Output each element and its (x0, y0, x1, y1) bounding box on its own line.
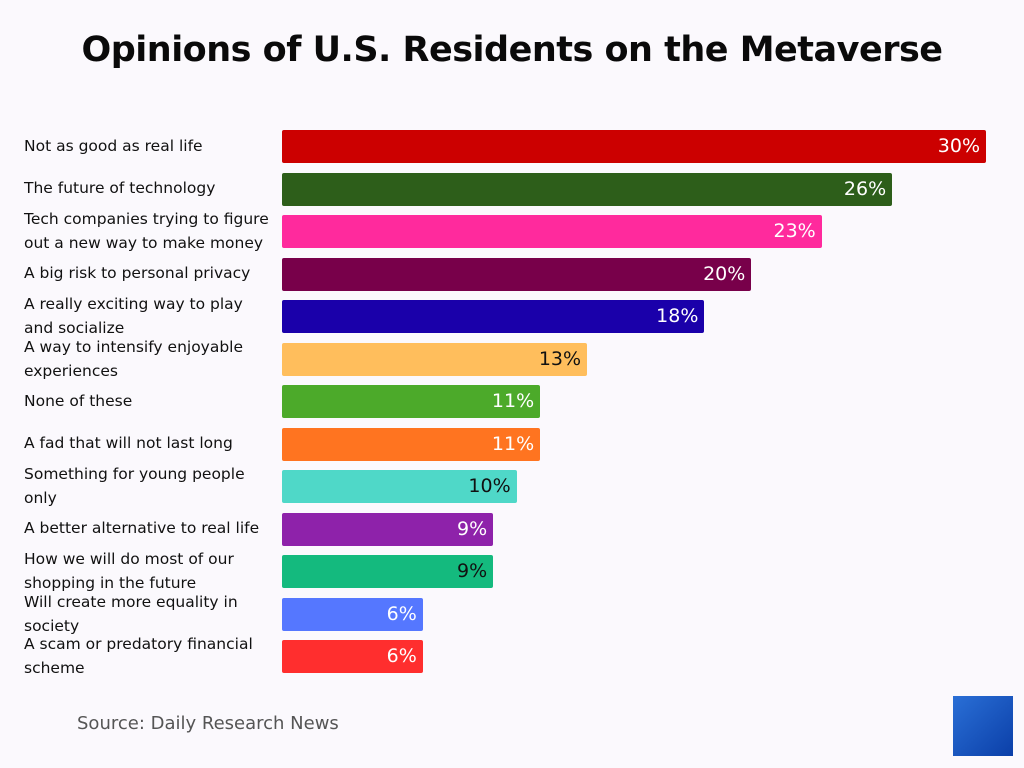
category-label: A way to intensify enjoyable experiences (24, 337, 244, 380)
bar: 10% (282, 470, 517, 503)
category-label: Will create more equality in society (24, 592, 238, 635)
category-label: A scam or predatory financial scheme (24, 635, 253, 677)
bar: 6% (282, 597, 423, 631)
bar: 18% (282, 300, 705, 333)
category-label: The future of technology (24, 179, 216, 197)
bar: 23% (282, 215, 822, 248)
data-label: 26% (843, 177, 887, 200)
drn-logo (953, 696, 1013, 756)
data-label: 10% (468, 475, 511, 497)
category-label: A really exciting way to play and social… (24, 295, 243, 337)
bar: 9% (282, 555, 494, 588)
data-label: 11% (491, 390, 535, 412)
category-label: How we will do most of our shopping in t… (24, 550, 234, 592)
bar: 11% (282, 385, 541, 418)
data-label: 11% (491, 432, 535, 455)
bar: 13% (282, 342, 588, 376)
category-label: A big risk to personal privacy (24, 264, 251, 282)
category-label: Something for young people only (24, 465, 245, 507)
data-label: 9% (457, 560, 488, 582)
category-label: Not as good as real life (24, 136, 203, 155)
bar: 6% (282, 640, 423, 673)
chart-title: Opinions of U.S. Residents on the Metave… (81, 30, 943, 70)
source-note: Source: Daily Research News (77, 713, 339, 734)
data-label: 30% (937, 135, 980, 157)
data-label: 13% (538, 347, 582, 370)
data-label: 9% (457, 517, 488, 540)
data-label: 18% (656, 305, 699, 327)
bar: 30% (282, 130, 986, 163)
data-label: 6% (386, 602, 417, 625)
category-label: None of these (24, 391, 133, 410)
data-label: 23% (773, 220, 816, 242)
data-label: 6% (386, 645, 417, 667)
category-label: Tech companies trying to figure out a ne… (24, 210, 269, 252)
bar: 20% (282, 257, 752, 291)
bar: 26% (282, 172, 893, 206)
category-label: A fad that will not last long (24, 434, 233, 452)
category-label: A better alternative to real life (24, 519, 260, 537)
bar: 11% (282, 427, 541, 461)
bar: 9% (282, 512, 494, 546)
data-label: 20% (703, 262, 746, 285)
